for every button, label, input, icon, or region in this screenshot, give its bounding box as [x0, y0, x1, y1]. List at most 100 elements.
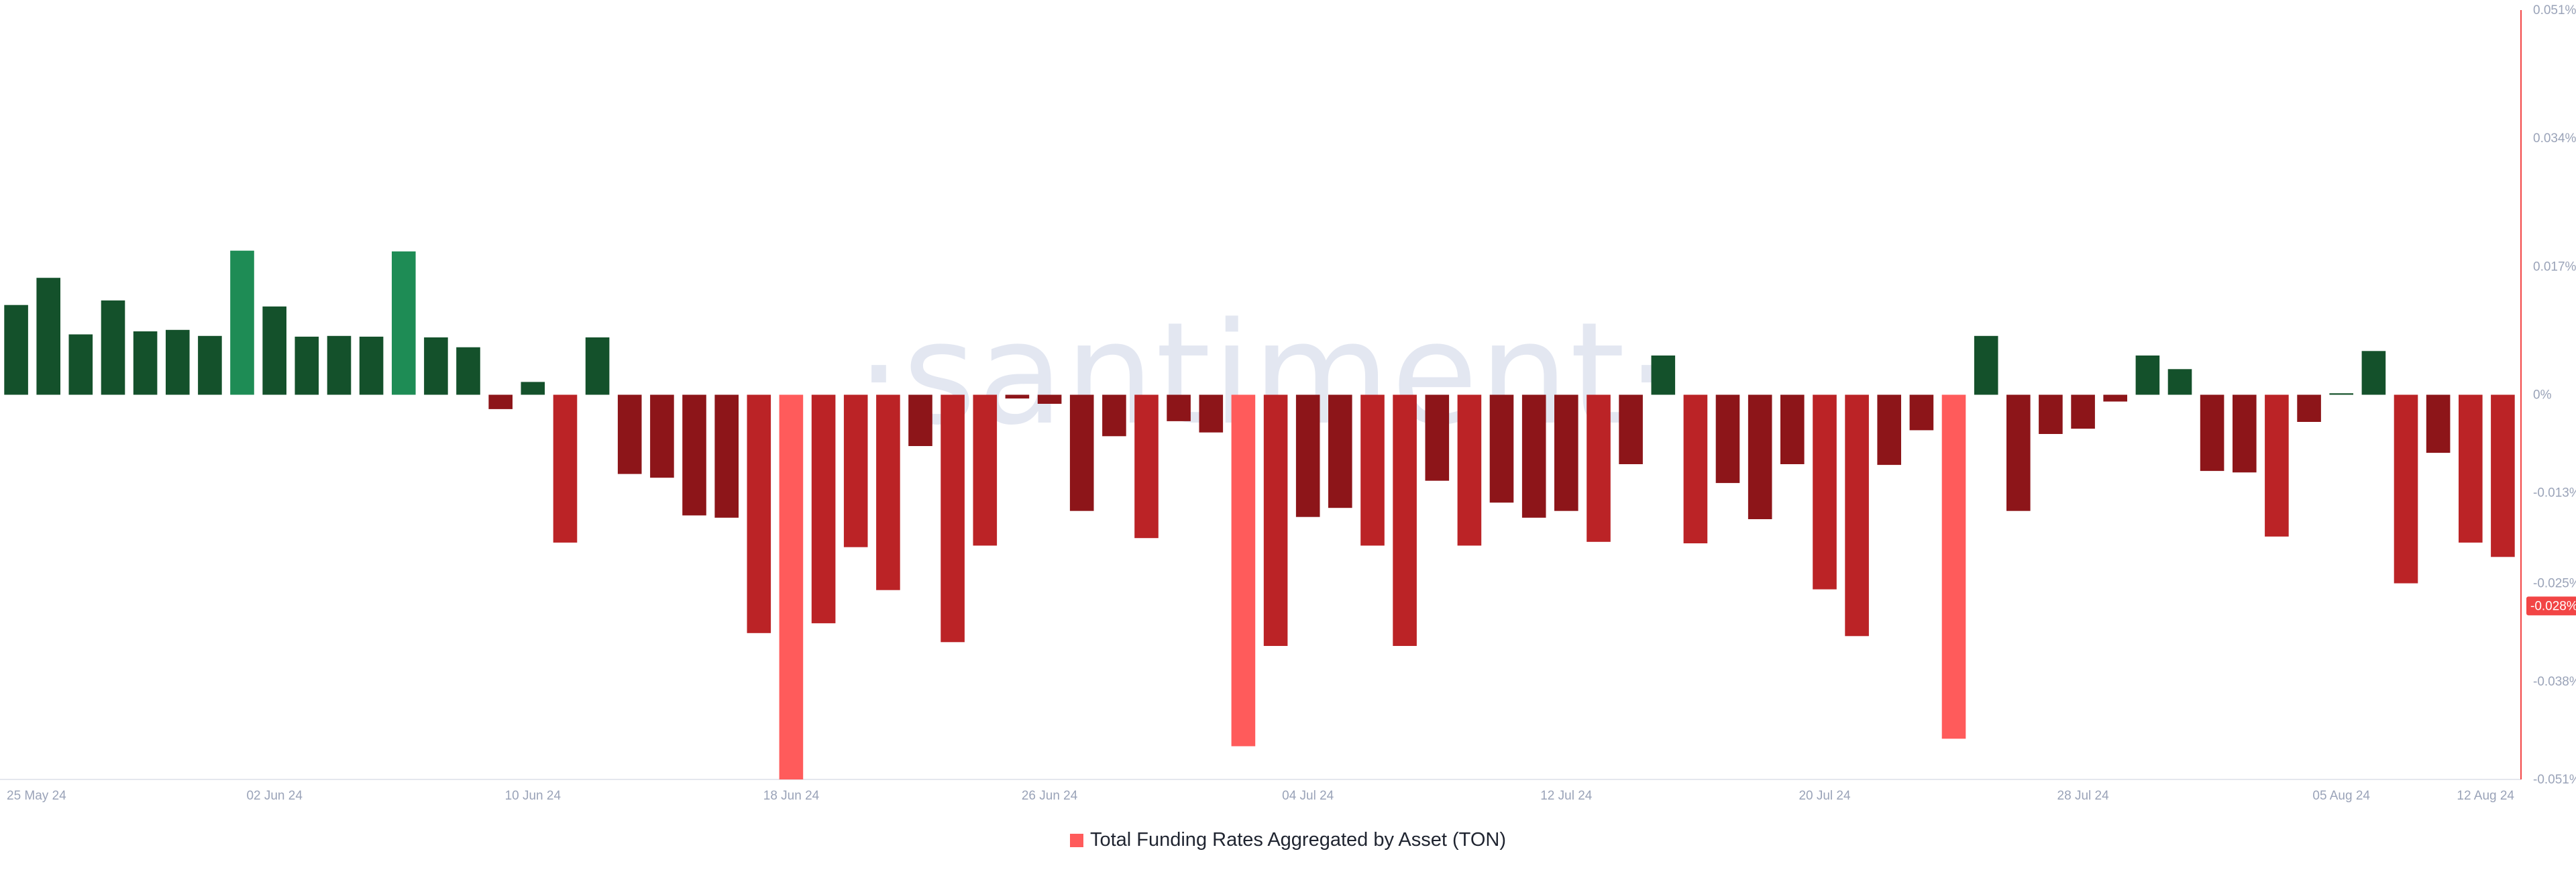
funding-rate-bar[interactable] — [2167, 369, 2192, 395]
y-axis-ticks: 0.051% 0.034% 0.017% 0% -0.013% -0.025% -0.038… — [2533, 3, 2576, 787]
funding-rate-bar[interactable] — [1877, 394, 1901, 466]
funding-rate-bar[interactable] — [1554, 394, 1578, 511]
funding-rate-bar[interactable] — [2265, 394, 2289, 537]
funding-rate-bar[interactable] — [1263, 394, 1288, 647]
x-tick-label: 12 Jul 24 — [1540, 789, 1593, 803]
x-tick-label: 25 May 24 — [7, 789, 66, 803]
funding-rate-bar[interactable] — [1102, 394, 1126, 437]
x-tick-label: 04 Jul 24 — [1282, 789, 1334, 803]
y-tick-label: 0% — [2533, 388, 2552, 402]
funding-rate-bar[interactable] — [1425, 394, 1450, 481]
funding-rate-bar[interactable] — [908, 394, 932, 447]
funding-rate-bar[interactable] — [714, 394, 739, 518]
funding-rate-bar[interactable] — [488, 394, 513, 409]
funding-rate-bar[interactable] — [1813, 394, 1837, 590]
funding-rate-bar[interactable] — [1748, 394, 1772, 520]
funding-rate-bar[interactable] — [2394, 394, 2418, 584]
funding-rate-bar[interactable] — [2200, 394, 2224, 472]
funding-rate-bar[interactable] — [2297, 394, 2321, 423]
x-tick-label: 10 Jun 24 — [505, 789, 561, 803]
funding-rate-bar[interactable] — [1360, 394, 1385, 546]
legend-swatch — [1069, 834, 1083, 847]
funding-rate-bar[interactable] — [2071, 394, 2095, 429]
funding-rate-bar[interactable] — [747, 394, 771, 633]
funding-rate-bar[interactable] — [1005, 394, 1030, 399]
y-tick-label: -0.025% — [2533, 577, 2576, 591]
funding-rate-bar[interactable] — [1909, 394, 1934, 431]
funding-rate-bar[interactable] — [1393, 394, 1417, 647]
funding-rate-bar[interactable] — [521, 382, 545, 395]
funding-rate-bar[interactable] — [1231, 394, 1256, 747]
x-tick-label: 02 Jun 24 — [246, 789, 303, 803]
funding-rate-bar[interactable] — [843, 394, 868, 547]
funding-rate-bar[interactable] — [2006, 394, 2031, 511]
funding-rate-bar[interactable] — [1167, 394, 1191, 421]
funding-rate-bar[interactable] — [876, 394, 900, 590]
funding-rate-bar[interactable] — [1199, 394, 1224, 433]
x-tick-label: 18 Jun 24 — [763, 789, 820, 803]
funding-rate-bar[interactable] — [1715, 394, 1740, 484]
funding-rate-bar[interactable] — [392, 251, 416, 395]
funding-rate-bar[interactable] — [166, 329, 190, 395]
funding-rate-bar[interactable] — [1521, 394, 1546, 518]
funding-rate-bar[interactable] — [359, 336, 384, 395]
current-value-tag: -0.028% — [2526, 596, 2576, 616]
x-tick-label: 05 Aug 24 — [2312, 789, 2370, 803]
funding-rate-bar[interactable] — [2233, 394, 2257, 473]
funding-rate-bar[interactable] — [553, 394, 578, 543]
funding-rate-bar[interactable] — [262, 306, 286, 395]
funding-rate-bar[interactable] — [2103, 394, 2127, 402]
funding-rate-bar[interactable] — [1845, 394, 1869, 637]
funding-rate-bar[interactable] — [1069, 394, 1094, 511]
funding-rate-bar[interactable] — [941, 394, 965, 643]
y-tick-label: -0.051% — [2533, 773, 2576, 787]
funding-rate-bar[interactable] — [1651, 356, 1676, 395]
funding-rate-bar[interactable] — [2361, 351, 2386, 395]
funding-rate-bar[interactable] — [2039, 394, 2063, 435]
funding-rate-bar[interactable] — [1328, 394, 1352, 508]
funding-rate-bar[interactable] — [617, 394, 642, 474]
funding-rate-bar[interactable] — [1974, 335, 1998, 395]
funding-rate-bar[interactable] — [2329, 393, 2353, 395]
funding-rate-bar[interactable] — [779, 394, 804, 780]
funding-rate-bar[interactable] — [198, 335, 222, 395]
funding-rate-bar[interactable] — [101, 300, 125, 395]
funding-rate-bar[interactable] — [4, 305, 28, 395]
funding-rate-bar[interactable] — [2491, 394, 2515, 557]
funding-rate-bar[interactable] — [424, 337, 448, 395]
funding-rate-bar[interactable] — [327, 335, 352, 395]
funding-rate-bar[interactable] — [1780, 394, 1805, 465]
funding-rate-bar[interactable] — [456, 347, 480, 395]
funding-rate-bar[interactable] — [1295, 394, 1320, 517]
legend-label: Total Funding Rates Aggregated by Asset … — [1089, 829, 1507, 851]
funding-rate-bar[interactable] — [973, 394, 998, 546]
funding-rate-bar[interactable] — [2426, 394, 2451, 453]
funding-rate-bar[interactable] — [811, 394, 836, 624]
funding-rate-bar[interactable] — [294, 336, 319, 395]
funding-rate-bar[interactable] — [1619, 394, 1643, 465]
funding-rate-bar[interactable] — [36, 278, 60, 395]
funding-rate-bar[interactable] — [230, 250, 254, 395]
funding-rate-bar[interactable] — [133, 331, 158, 395]
y-tick-label: 0.017% — [2533, 260, 2576, 274]
funding-rate-bar[interactable] — [1489, 394, 1514, 503]
funding-rate-bar[interactable] — [2135, 356, 2160, 395]
funding-rate-bar[interactable] — [1941, 394, 1966, 739]
funding-rate-bar[interactable] — [1683, 394, 1708, 544]
funding-rate-bar[interactable] — [585, 337, 610, 395]
x-tick-label: 12 Aug 24 — [2457, 789, 2514, 803]
funding-rate-bar[interactable] — [650, 394, 674, 478]
current-value-tag-label: -0.028% — [2530, 599, 2576, 613]
funding-rate-bar[interactable] — [2459, 394, 2483, 543]
funding-rate-bar[interactable] — [1457, 394, 1482, 546]
funding-rate-bar[interactable] — [1134, 394, 1159, 539]
funding-rate-bar[interactable] — [68, 334, 93, 395]
x-tick-label: 26 Jun 24 — [1022, 789, 1078, 803]
chart-legend[interactable]: Total Funding Rates Aggregated by Asset … — [0, 829, 2576, 851]
y-tick-label: 0.034% — [2533, 131, 2576, 146]
funding-rate-bar[interactable] — [682, 394, 706, 516]
current-value-tag-bg — [2526, 596, 2576, 616]
funding-rate-bar[interactable] — [1037, 394, 1062, 404]
funding-rate-bar[interactable] — [1587, 394, 1611, 542]
